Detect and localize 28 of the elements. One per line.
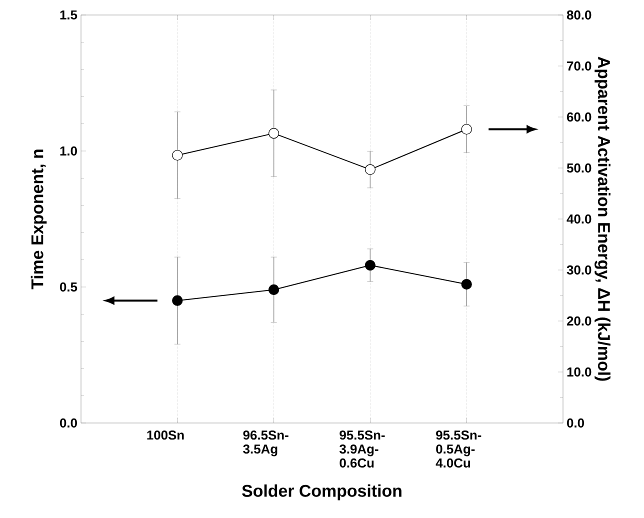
point [461, 278, 472, 290]
point [268, 128, 280, 139]
point [268, 284, 280, 296]
x-tick-label: 96.5Sn-3.5Ag [243, 430, 288, 456]
y2-tick-label: 20.0 [566, 316, 592, 326]
point [172, 295, 183, 306]
y2-tick-label: 0.0 [567, 418, 584, 428]
point [172, 150, 183, 161]
y2-tick-label: 30.0 [566, 265, 592, 275]
y-axis-title: Time Exponent, n [30, 150, 47, 290]
y-tick-label: 0.5 [60, 282, 78, 292]
x-tick-label: 95.5Sn-0.5Ag-4.0Cu [436, 430, 482, 468]
x-axis-title: Solder Composition [242, 484, 402, 500]
y2-axis-title: Apparent Activation Energy, ΔH (kJ/mol) [594, 56, 610, 381]
y-tick-label: 1.0 [60, 146, 77, 156]
x-tick-label: 95.5Sn-3.9Ag-0.6Cu [340, 430, 385, 468]
x-tick-label: 100Sn [147, 430, 184, 440]
y2-tick-label: 60.0 [566, 112, 592, 122]
y2-tick-label: 50.0 [566, 163, 592, 173]
y2-tick-label: 80.0 [566, 10, 592, 20]
point [364, 164, 376, 175]
point [461, 124, 472, 135]
point [364, 260, 376, 271]
y-tick-label: 0.0 [60, 418, 77, 428]
y2-tick-label: 10.0 [567, 367, 592, 377]
y2-tick-label: 70.0 [567, 61, 592, 71]
y2-tick-label: 40.0 [566, 214, 592, 224]
y-tick-label: 1.5 [60, 10, 78, 20]
